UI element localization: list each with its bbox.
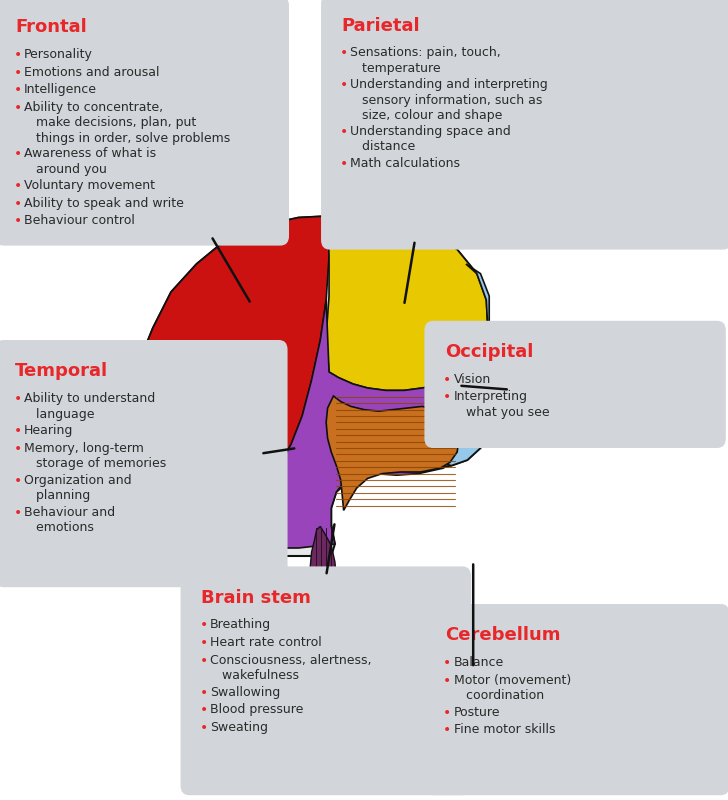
Text: •: •: [14, 197, 22, 211]
Text: •: •: [443, 674, 451, 687]
Text: Emotions and arousal: Emotions and arousal: [24, 66, 159, 78]
Text: Ability to speak and write: Ability to speak and write: [24, 197, 184, 210]
Polygon shape: [326, 216, 488, 390]
Text: •: •: [340, 78, 348, 93]
Text: Awareness of what is
   around you: Awareness of what is around you: [24, 147, 156, 176]
Text: Occipital: Occipital: [445, 343, 533, 362]
Polygon shape: [431, 264, 489, 466]
Text: •: •: [14, 83, 22, 98]
Text: •: •: [199, 654, 207, 667]
Text: •: •: [443, 373, 451, 387]
Text: Behaviour and
   emotions: Behaviour and emotions: [24, 506, 115, 534]
Text: Motor (movement)
   coordination: Motor (movement) coordination: [454, 674, 571, 702]
FancyBboxPatch shape: [0, 340, 288, 587]
Text: •: •: [340, 46, 348, 61]
Text: Consciousness, alertness,
   wakefulness: Consciousness, alertness, wakefulness: [210, 654, 371, 682]
Text: •: •: [14, 424, 22, 438]
Text: Sensations: pain, touch,
   temperature: Sensations: pain, touch, temperature: [350, 46, 501, 75]
Text: Balance: Balance: [454, 656, 504, 669]
FancyBboxPatch shape: [424, 604, 728, 795]
Text: •: •: [14, 474, 22, 488]
Text: •: •: [14, 442, 22, 456]
Text: •: •: [443, 706, 451, 720]
Text: •: •: [14, 392, 22, 406]
Text: •: •: [443, 390, 451, 405]
Text: •: •: [199, 618, 207, 632]
Polygon shape: [127, 216, 489, 556]
Text: Cerebellum: Cerebellum: [445, 626, 561, 645]
Text: •: •: [340, 157, 348, 171]
Polygon shape: [326, 396, 459, 510]
Text: Understanding space and
   distance: Understanding space and distance: [350, 125, 511, 154]
Polygon shape: [127, 216, 329, 552]
Text: •: •: [443, 723, 451, 738]
Text: Temporal: Temporal: [15, 362, 108, 381]
Text: •: •: [199, 686, 207, 699]
Text: Behaviour control: Behaviour control: [24, 214, 135, 227]
Text: •: •: [199, 703, 207, 717]
Text: Ability to concentrate,
   make decisions, plan, put
   things in order, solve p: Ability to concentrate, make decisions, …: [24, 101, 230, 145]
Text: Posture: Posture: [454, 706, 500, 718]
Text: Voluntary movement: Voluntary movement: [24, 179, 155, 192]
Text: •: •: [14, 48, 22, 62]
Text: •: •: [340, 125, 348, 139]
Polygon shape: [310, 526, 336, 604]
Text: •: •: [14, 506, 22, 520]
Text: Understanding and interpreting
   sensory information, such as
   size, colour a: Understanding and interpreting sensory i…: [350, 78, 548, 122]
Text: •: •: [14, 101, 22, 115]
Text: Intelligence: Intelligence: [24, 83, 97, 96]
Text: Vision: Vision: [454, 373, 491, 386]
Text: Organization and
   planning: Organization and planning: [24, 474, 132, 502]
Text: •: •: [199, 636, 207, 650]
Text: Blood pressure: Blood pressure: [210, 703, 303, 716]
Text: Fine motor skills: Fine motor skills: [454, 723, 555, 736]
FancyBboxPatch shape: [0, 0, 289, 246]
Text: Sweating: Sweating: [210, 721, 268, 734]
Text: Ability to understand
   language: Ability to understand language: [24, 392, 155, 421]
Text: Heart rate control: Heart rate control: [210, 636, 322, 649]
FancyBboxPatch shape: [321, 0, 728, 250]
FancyBboxPatch shape: [424, 321, 726, 448]
Polygon shape: [173, 300, 451, 548]
Text: •: •: [14, 179, 22, 194]
Text: Frontal: Frontal: [15, 18, 87, 37]
Text: Memory, long-term
   storage of memories: Memory, long-term storage of memories: [24, 442, 166, 470]
Text: Parietal: Parietal: [341, 17, 420, 35]
Text: •: •: [14, 66, 22, 80]
Text: Math calculations: Math calculations: [350, 157, 460, 170]
Text: Breathing: Breathing: [210, 618, 271, 631]
FancyBboxPatch shape: [181, 566, 471, 795]
Text: •: •: [14, 147, 22, 162]
Text: •: •: [199, 721, 207, 734]
Text: Swallowing: Swallowing: [210, 686, 280, 698]
Text: Brain stem: Brain stem: [201, 589, 311, 606]
Text: Personality: Personality: [24, 48, 93, 61]
Text: Interpreting
   what you see: Interpreting what you see: [454, 390, 549, 419]
Text: Hearing: Hearing: [24, 424, 74, 437]
Text: •: •: [14, 214, 22, 229]
Text: •: •: [443, 656, 451, 670]
